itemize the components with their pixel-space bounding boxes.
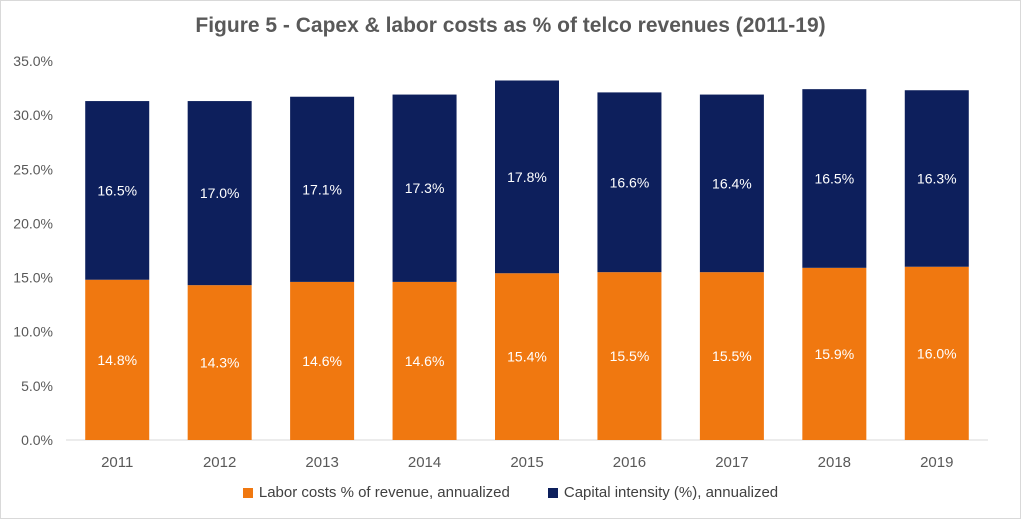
y-tick-label: 10.0% xyxy=(13,324,53,340)
y-tick-label: 30.0% xyxy=(13,107,53,123)
y-tick-label: 0.0% xyxy=(21,432,53,448)
legend-swatch-capital xyxy=(547,487,558,498)
bar-labor xyxy=(802,267,867,440)
bar-capital xyxy=(290,96,355,282)
data-label-labor: 14.6% xyxy=(405,353,445,369)
legend-label-labor: Labor costs % of revenue, annualized xyxy=(258,484,510,501)
data-label-capital: 16.5% xyxy=(814,170,854,186)
data-label-labor: 15.9% xyxy=(814,346,854,362)
legend-item-capital: Capital intensity (%), annualized xyxy=(547,484,779,501)
data-label-labor: 14.3% xyxy=(200,355,240,371)
bar-capital xyxy=(85,101,150,280)
data-label-labor: 14.6% xyxy=(302,353,342,369)
bar-capital xyxy=(392,94,457,282)
x-tick-label: 2011 xyxy=(101,454,133,471)
bar-labor xyxy=(290,281,355,440)
bar-capital xyxy=(187,101,252,286)
chart-title: Figure 5 - Capex & labor costs as % of t… xyxy=(195,14,826,37)
bar-labor xyxy=(495,273,559,440)
x-tick-label: 2013 xyxy=(305,454,338,471)
data-label-capital: 17.1% xyxy=(302,181,342,197)
data-label-capital: 16.5% xyxy=(97,182,137,198)
data-label-capital: 16.6% xyxy=(610,174,650,190)
y-tick-label: 20.0% xyxy=(13,215,53,231)
y-tick-label: 15.0% xyxy=(13,270,53,286)
bar-labor xyxy=(85,279,150,440)
y-tick-label: 35.0% xyxy=(13,53,53,69)
legend-item-labor: Labor costs % of revenue, annualized xyxy=(242,484,510,501)
bar-labor xyxy=(392,281,457,440)
x-tick-label: 2015 xyxy=(510,454,543,471)
bar-capital xyxy=(597,92,662,273)
data-label-labor: 15.5% xyxy=(712,348,752,364)
data-label-labor: 15.5% xyxy=(610,348,650,364)
bar-capital xyxy=(904,90,969,267)
data-label-labor: 16.0% xyxy=(917,345,957,361)
bar-labor xyxy=(699,272,764,440)
bar-capital xyxy=(495,80,559,274)
y-tick-label: 5.0% xyxy=(21,378,53,394)
data-label-labor: 14.8% xyxy=(97,352,137,368)
bar-capital xyxy=(699,94,764,273)
legend-swatch-labor xyxy=(242,487,253,498)
data-label-labor: 15.4% xyxy=(507,349,547,365)
bar-labor xyxy=(597,272,662,440)
bar-labor xyxy=(187,285,252,440)
x-tick-label: 2014 xyxy=(408,454,441,471)
x-tick-label: 2016 xyxy=(613,454,646,471)
data-label-capital: 17.0% xyxy=(200,185,240,201)
bar-capital xyxy=(802,89,867,268)
legend-label-capital: Capital intensity (%), annualized xyxy=(563,484,779,501)
x-tick-label: 2019 xyxy=(920,454,953,471)
data-label-capital: 16.3% xyxy=(917,170,957,186)
x-tick-label: 2012 xyxy=(203,454,236,471)
bar-labor xyxy=(904,266,969,440)
x-tick-label: 2018 xyxy=(818,454,851,471)
x-tick-label: 2017 xyxy=(715,454,748,471)
y-tick-label: 25.0% xyxy=(13,161,53,177)
data-label-capital: 17.8% xyxy=(507,169,547,185)
data-label-capital: 17.3% xyxy=(405,180,445,196)
data-label-capital: 16.4% xyxy=(712,175,752,191)
chart-legend: Labor costs % of revenue, annualized Cap… xyxy=(0,484,1021,501)
